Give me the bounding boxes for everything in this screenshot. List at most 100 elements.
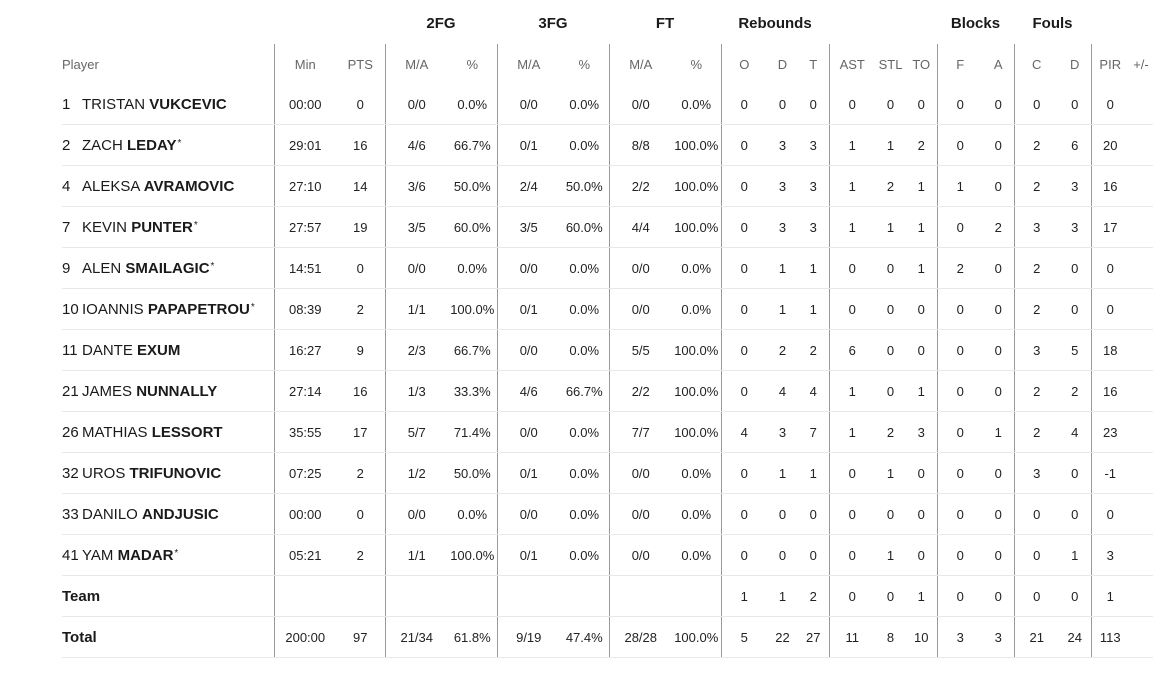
- stat-blk-f: 0: [936, 329, 983, 371]
- stat-to: 0: [906, 288, 937, 330]
- player-name-cell[interactable]: 33 DANILO ANDJUSIC: [62, 493, 274, 535]
- stat-ft-pct: 0.0%: [672, 452, 721, 494]
- stat-reb-d: 0: [767, 493, 798, 535]
- player-row[interactable]: 21 JAMES NUNNALLY 27:14 16 1/3 33.3% 4/6 66.7% 2…: [62, 370, 1153, 412]
- player-row[interactable]: 4 ALEKSA AVRAMOVIC 27:10 14 3/6 50.0% 2/4 50.0%…: [62, 165, 1153, 207]
- col-reb-d[interactable]: D: [777, 56, 788, 72]
- stat-reb-d: 3: [767, 411, 798, 453]
- stat-blk-f: 3: [936, 616, 983, 658]
- stat-ast: 0: [828, 288, 875, 330]
- player-last-name: MADAR: [117, 546, 174, 564]
- stat-fg3-pct: 0.0%: [560, 411, 609, 453]
- col-to[interactable]: TO: [912, 56, 931, 72]
- stat-reb-o: 0: [720, 165, 767, 207]
- player-name-cell[interactable]: 41 YAM MADAR*: [62, 534, 274, 576]
- stat-plusminus: [1129, 124, 1153, 166]
- stat-plusminus: [1129, 329, 1153, 371]
- stat-blk-f: 2: [936, 247, 983, 289]
- col-reb-o[interactable]: O: [720, 44, 767, 84]
- stat-pir: 0: [1090, 84, 1129, 125]
- stat-pts: 14: [336, 165, 385, 207]
- stat-reb-o: 0: [720, 288, 767, 330]
- player-name-cell[interactable]: 4 ALEKSA AVRAMOVIC: [62, 165, 274, 207]
- col-3fg-pct[interactable]: %: [578, 56, 591, 72]
- player-row[interactable]: 2 ZACH LEDAY* 29:01 16 4/6 66.7% 0/1 0.0% 8/8 100…: [62, 124, 1153, 166]
- stat-to: 1: [906, 206, 937, 248]
- player-row[interactable]: 26 MATHIAS LESSORT 35:55 17 5/7 71.4% 0/0 0.0% 7…: [62, 411, 1153, 453]
- col-plus-minus[interactable]: +/-: [1133, 56, 1149, 72]
- player-number: 2: [62, 136, 71, 154]
- player-row[interactable]: 41 YAM MADAR* 05:21 2 1/1 100.0% 0/1 0.0% 0/0 0.0…: [62, 534, 1153, 576]
- stat-ast: 1: [828, 165, 875, 207]
- stat-pir: 18: [1090, 329, 1129, 371]
- stat-blk-a: 0: [983, 534, 1014, 576]
- player-row[interactable]: 10 IOANNIS PAPAPETROU* 08:39 2 1/1 100.0% 0/1 0…: [62, 288, 1153, 330]
- col-ast[interactable]: AST: [828, 44, 875, 84]
- player-row[interactable]: 11 DANTE EXUM 16:27 9 2/3 66.7% 0/0 0.0% 5/5 100.…: [62, 329, 1153, 371]
- stat-fg2-ma: 3/6: [384, 165, 448, 207]
- total-label: Total: [62, 616, 274, 658]
- player-name-cell[interactable]: 32 UROS TRIFUNOVIC: [62, 452, 274, 494]
- stat-reb-t: 3: [798, 124, 829, 166]
- stat-fg3-pct: 0.0%: [560, 84, 609, 125]
- stat-reb-t: 27: [798, 616, 829, 658]
- stat-reb-o: 0: [720, 534, 767, 576]
- stat-min: 05:21: [273, 534, 336, 576]
- col-stl[interactable]: STL: [878, 56, 903, 72]
- stat-to: 1: [906, 247, 937, 289]
- col-2fg-ma[interactable]: M/A: [384, 44, 448, 84]
- col-foul-d[interactable]: D: [1070, 56, 1080, 72]
- stat-ast: 11: [828, 616, 875, 658]
- col-ft-pct[interactable]: %: [690, 56, 703, 72]
- stat-fg3-pct: 0.0%: [560, 534, 609, 576]
- player-first-name: TRISTAN: [82, 95, 146, 113]
- player-name-cell[interactable]: 26 MATHIAS LESSORT: [62, 411, 274, 453]
- col-blk-a[interactable]: A: [993, 56, 1003, 72]
- stat-blk-a: 0: [983, 84, 1014, 125]
- col-3fg-ma[interactable]: M/A: [496, 44, 560, 84]
- stat-foul-c: 3: [1013, 452, 1059, 494]
- stat-foul-c: 2: [1013, 124, 1059, 166]
- stat-min: 27:14: [273, 370, 336, 412]
- stat-reb-o: 0: [720, 452, 767, 494]
- col-reb-t[interactable]: T: [809, 56, 818, 72]
- stat-blk-a: 0: [983, 247, 1014, 289]
- stat-ft-pct: 100.0%: [672, 370, 721, 412]
- col-blk-f[interactable]: F: [936, 44, 983, 84]
- stat-foul-d: 4: [1059, 411, 1091, 453]
- stat-foul-c: 2: [1013, 411, 1059, 453]
- col-2fg-pct[interactable]: %: [466, 56, 479, 72]
- player-row[interactable]: 9 ALEN SMAILAGIC* 14:51 0 0/0 0.0% 0/0 0.0% 0/0 0…: [62, 247, 1153, 289]
- stat-blk-a: 1: [983, 411, 1014, 453]
- stat-foul-d: 24: [1059, 616, 1091, 658]
- player-row[interactable]: 33 DANILO ANDJUSIC 00:00 0 0/0 0.0% 0/0 0.0% 0/0…: [62, 493, 1153, 535]
- stat-ast: 6: [828, 329, 875, 371]
- stat-to: 0: [906, 84, 937, 125]
- col-pir[interactable]: PIR: [1090, 44, 1129, 84]
- player-name-cell[interactable]: 11 DANTE EXUM: [62, 329, 274, 371]
- stat-ft-pct: 100.0%: [672, 165, 721, 207]
- stat-fg2-pct: 100.0%: [448, 534, 497, 576]
- stat-foul-c: 2: [1013, 247, 1059, 289]
- stat-stl: 8: [875, 616, 906, 658]
- stat-min: 29:01: [273, 124, 336, 166]
- col-pts[interactable]: PTS: [347, 56, 373, 72]
- player-name-cell[interactable]: 2 ZACH LEDAY*: [62, 124, 274, 166]
- stat-fg3-pct: 50.0%: [560, 165, 609, 207]
- stat-ft-ma: 28/28: [608, 616, 672, 658]
- col-foul-c[interactable]: C: [1013, 44, 1059, 84]
- player-last-name: LESSORT: [151, 423, 223, 441]
- col-min[interactable]: Min: [273, 44, 336, 84]
- player-name-cell[interactable]: 1 TRISTAN VUKCEVIC: [62, 84, 274, 125]
- stat-foul-d: 0: [1059, 493, 1091, 535]
- col-ft-ma[interactable]: M/A: [608, 44, 672, 84]
- stat-fg2-pct: 0.0%: [448, 84, 497, 125]
- player-row[interactable]: 7 KEVIN PUNTER* 27:57 19 3/5 60.0% 3/5 60.0% 4/4…: [62, 206, 1153, 248]
- player-row[interactable]: 1 TRISTAN VUKCEVIC 00:00 0 0/0 0.0% 0/0 0.0% 0/0…: [62, 84, 1153, 125]
- player-name-cell[interactable]: 21 JAMES NUNNALLY: [62, 370, 274, 412]
- col-player[interactable]: Player: [62, 56, 99, 72]
- player-name-cell[interactable]: 7 KEVIN PUNTER*: [62, 206, 274, 248]
- player-name-cell[interactable]: 9 ALEN SMAILAGIC*: [62, 247, 274, 289]
- player-name-cell[interactable]: 10 IOANNIS PAPAPETROU*: [62, 288, 274, 330]
- player-row[interactable]: 32 UROS TRIFUNOVIC 07:25 2 1/2 50.0% 0/1 0.0% 0/…: [62, 452, 1153, 494]
